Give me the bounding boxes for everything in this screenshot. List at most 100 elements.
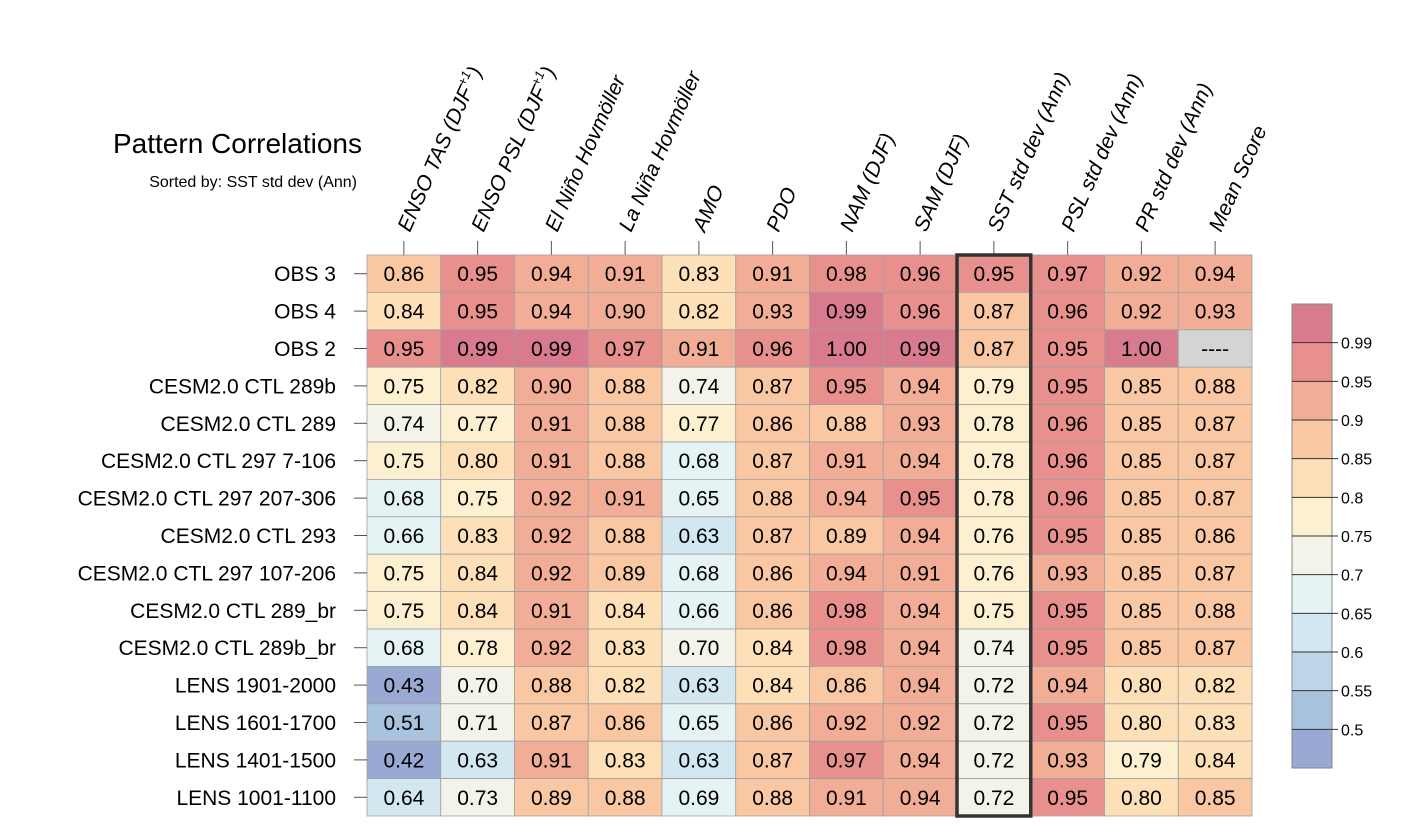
cell-value: 0.91	[531, 450, 572, 473]
colorbar-swatch	[1292, 536, 1332, 575]
cell-value: 0.64	[383, 787, 424, 810]
heatmap-cell	[735, 441, 810, 480]
column-label: ENSO TAS (DJF+1)	[391, 62, 487, 235]
cell-value: 0.94	[1047, 675, 1088, 698]
heatmap-cell	[1030, 291, 1105, 331]
colorbar-swatch	[1292, 497, 1332, 536]
heatmap-cell	[440, 628, 515, 667]
cell-value: 0.93	[900, 413, 941, 436]
highlighted-column-outline	[955, 253, 1033, 818]
heatmap-cell	[1104, 329, 1179, 368]
heatmap-cell	[1177, 778, 1253, 817]
cell-value: 0.91	[531, 600, 572, 623]
cell-value: 0.91	[826, 787, 867, 810]
cell-value: 0.73	[457, 787, 498, 810]
heatmap-cell	[440, 254, 515, 293]
cell-value: 0.95	[383, 338, 424, 361]
heatmap-cell	[1030, 366, 1105, 406]
heatmap-cell	[440, 553, 515, 593]
cell-value: 0.85	[1121, 637, 1162, 660]
heatmap-cell	[514, 516, 589, 555]
cell-value: 0.63	[678, 675, 719, 698]
cell-value: 0.80	[1121, 712, 1162, 735]
cell-value: 0.76	[973, 525, 1014, 548]
heatmap-cell	[1030, 591, 1105, 630]
heatmap-cell	[1030, 404, 1105, 443]
heatmap-cell	[661, 703, 737, 742]
heatmap-cell	[956, 404, 1032, 443]
cell-value: 0.87	[752, 749, 793, 772]
cell-value: 0.92	[531, 562, 572, 585]
colorbar-swatch	[1292, 420, 1332, 459]
cell-value: 0.91	[605, 263, 646, 286]
colorbar-swatch	[1292, 652, 1332, 691]
cell-value: 0.94	[900, 787, 941, 810]
colorbar-swatch	[1292, 458, 1332, 498]
cell-value: 0.79	[973, 375, 1014, 398]
row-label: CESM2.0 CTL 297 207-306	[78, 488, 336, 511]
colorbar-swatch	[1292, 304, 1332, 343]
column-label: PDO	[762, 184, 802, 235]
cell-value: 0.93	[1047, 562, 1088, 585]
cell-value: 0.88	[605, 525, 646, 548]
heatmap-cell	[366, 666, 442, 705]
heatmap-cell	[1030, 666, 1105, 705]
heatmap-cell	[809, 591, 884, 630]
heatmap-cell	[1177, 254, 1253, 293]
colorbar-label: 0.95	[1341, 374, 1372, 391]
heatmap-cell	[956, 553, 1032, 593]
cell-value: 0.86	[826, 675, 867, 698]
cell-value: 0.88	[531, 675, 572, 698]
heatmap-cell	[366, 740, 442, 780]
heatmap-cell	[587, 778, 663, 817]
heatmap-cell	[1177, 628, 1253, 667]
heatmap-cell	[366, 478, 442, 518]
cell-value: 0.75	[383, 450, 424, 473]
cell-value: 0.94	[900, 450, 941, 473]
heatmap-cell	[735, 291, 810, 331]
cell-value: 0.68	[383, 488, 424, 511]
cell-value: 0.80	[1121, 787, 1162, 810]
cell-value: 0.78	[973, 450, 1014, 473]
cell-value: 0.94	[900, 749, 941, 772]
cell-value: 0.51	[383, 712, 424, 735]
heatmap-cell	[366, 254, 442, 293]
heatmap-cell	[514, 478, 589, 518]
colorbar: 0.99 0.95 0.9 0.85 0.8 0.75 0.7 0.65 0.6 0.55 0.5	[1291, 303, 1372, 769]
heatmap-cell	[809, 666, 884, 705]
heatmap-cell	[587, 404, 663, 443]
heatmap-cell	[661, 591, 737, 630]
heatmap-cell	[1177, 740, 1253, 780]
cell-value: 0.78	[457, 637, 498, 660]
heatmap-cell	[514, 591, 589, 630]
heatmap-cell	[661, 666, 737, 705]
cell-value: 0.94	[900, 637, 941, 660]
heatmap-cell	[366, 778, 442, 817]
cell-value: 0.95	[1047, 637, 1088, 660]
cell-value: 0.94	[826, 488, 867, 511]
cell-value: 0.74	[678, 375, 719, 398]
heatmap-cell	[440, 703, 515, 742]
colorbar-label: 0.75	[1341, 529, 1372, 546]
heatmap-cell	[661, 628, 737, 667]
colorbar-swatch	[1292, 574, 1332, 614]
heatmap-cell	[1104, 478, 1179, 518]
cell-value: 0.88	[605, 787, 646, 810]
cell-value: 0.96	[1047, 413, 1088, 436]
heatmap-cell	[514, 553, 589, 593]
heatmap-cell	[735, 666, 810, 705]
cell-value: 0.95	[1047, 375, 1088, 398]
cell-value: 0.85	[1121, 525, 1162, 548]
heatmap-cell	[882, 516, 958, 555]
cell-value: 0.85	[1121, 488, 1162, 511]
colorbar-swatch	[1292, 729, 1332, 768]
cell-value: 0.95	[1047, 525, 1088, 548]
cell-value: 0.82	[457, 375, 498, 398]
cell-value: 0.80	[457, 450, 498, 473]
colorbar-label: 0.65	[1341, 606, 1372, 623]
cell-value: 0.93	[1047, 749, 1088, 772]
cell-value: 0.75	[383, 600, 424, 623]
cell-value: 0.87	[752, 525, 793, 548]
row-label: LENS 1401-1500	[175, 749, 336, 772]
row-label: LENS 1001-1100	[176, 787, 336, 810]
